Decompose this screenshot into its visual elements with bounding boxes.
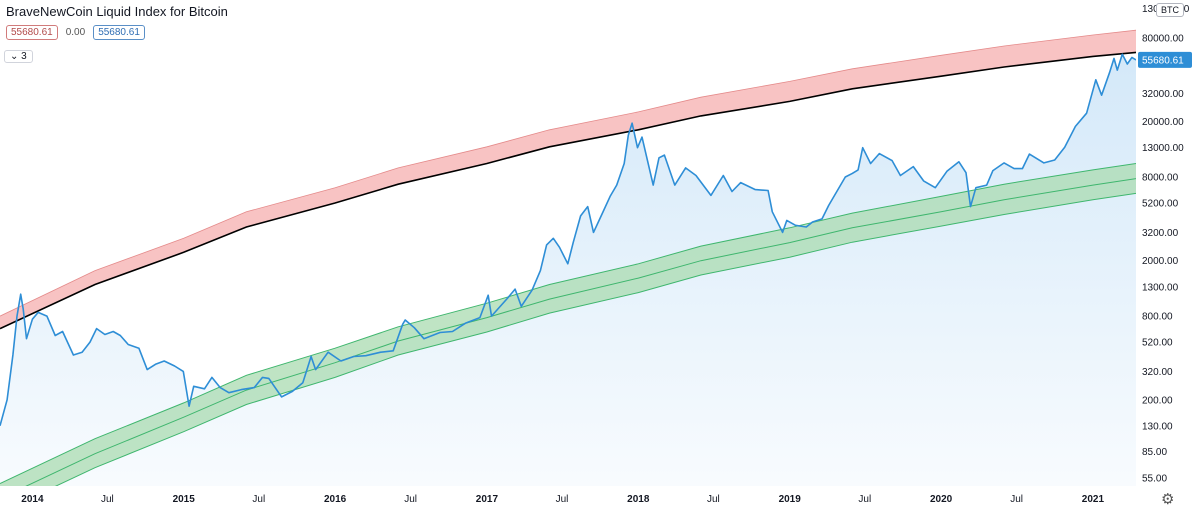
price-line (0, 53, 1136, 427)
legend-values: 55680.61 0.00 55680.61 (6, 25, 228, 40)
x-tick-label: 2020 (930, 494, 953, 505)
y-tick-label: 800.00 (1142, 312, 1173, 323)
x-tick-label: Jul (101, 494, 114, 505)
last-price-box (1138, 51, 1192, 68)
legend-header: BraveNewCoin Liquid Index for Bitcoin 55… (6, 4, 228, 40)
x-tick-label: 2018 (627, 494, 650, 505)
y-axis: 130000.0080000.0052000.0032000.0020000.0… (1142, 4, 1190, 484)
fair-value-line (0, 51, 1136, 330)
y-tick-label: 320.00 (1142, 367, 1173, 378)
y-tick-label: 55.00 (1142, 473, 1167, 484)
y-tick-label: 520.00 (1142, 338, 1173, 349)
chart-title: BraveNewCoin Liquid Index for Bitcoin (6, 4, 228, 19)
y-tick-label: 80000.00 (1142, 34, 1184, 45)
gear-icon[interactable]: ⚙ (1161, 491, 1175, 508)
x-tick-label: Jul (252, 494, 265, 505)
last-price-label: 55680.61 (1142, 55, 1184, 66)
x-tick-label: Jul (556, 494, 569, 505)
y-tick-label: 1300.00 (1142, 282, 1179, 293)
value-badge-blue: 55680.61 (93, 25, 145, 40)
x-tick-label: 2017 (476, 494, 499, 505)
y-tick-label: 5200.00 (1142, 199, 1179, 210)
y-tick-label: 13000.00 (1142, 143, 1184, 154)
x-tick-label: 2016 (324, 494, 347, 505)
chevron-down-icon: ⌄ (10, 51, 19, 62)
last-price-marker: 55680.61 (1138, 51, 1192, 68)
value-change: 0.00 (65, 27, 86, 38)
x-tick-label: Jul (707, 494, 720, 505)
x-tick-label: 2014 (21, 494, 44, 505)
price-fill-area (0, 54, 1136, 486)
indicators-collapse-button[interactable]: ⌄ 3 (4, 50, 33, 63)
y-tick-label: 3200.00 (1142, 228, 1179, 239)
green-band-mid-line (25, 178, 1136, 486)
y-tick-label: 32000.00 (1142, 89, 1184, 100)
plot-area (0, 29, 1136, 486)
x-tick-label: 2021 (1082, 494, 1105, 505)
x-tick-label: Jul (1010, 494, 1023, 505)
x-tick-label: 2019 (779, 494, 802, 505)
y-tick-label: 85.00 (1142, 447, 1167, 458)
x-tick-label: Jul (858, 494, 871, 505)
y-tick-label: 20000.00 (1142, 117, 1184, 128)
red-band-upper-line (0, 29, 1136, 317)
green-band-upper-line (0, 163, 1136, 484)
y-tick-label: 130.00 (1142, 421, 1173, 432)
green-band-lower-line (54, 192, 1136, 486)
currency-badge[interactable]: BTC (1156, 3, 1184, 17)
y-tick-label: 8000.00 (1142, 173, 1179, 184)
y-tick-label: 200.00 (1142, 395, 1173, 406)
x-tick-label: Jul (404, 494, 417, 505)
x-tick-label: 2015 (173, 494, 196, 505)
y-tick-label: 2000.00 (1142, 256, 1179, 267)
green-band (0, 163, 1136, 486)
indicator-count: 3 (21, 51, 27, 62)
red-band (0, 30, 1136, 329)
value-badge-red: 55680.61 (6, 25, 58, 40)
x-axis: 2014 Jul 2015 Jul 2016 Jul 2017 Jul 2018 Jul 2019 J… (21, 494, 1104, 505)
